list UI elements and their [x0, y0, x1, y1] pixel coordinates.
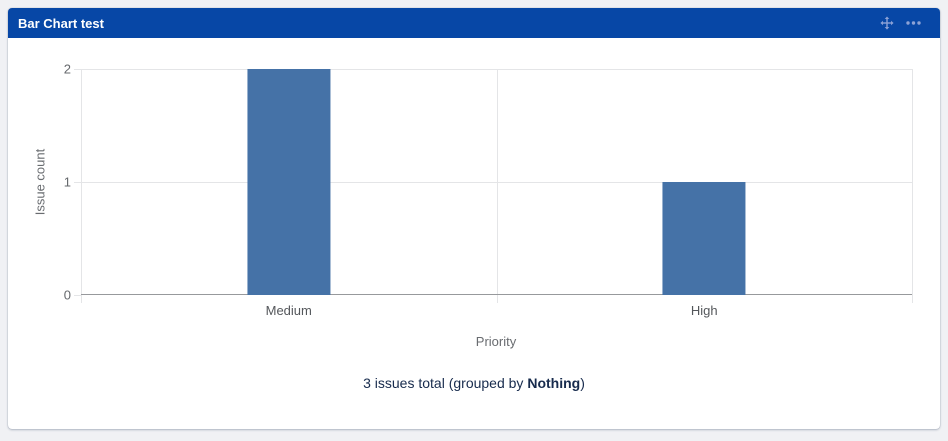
gridline — [81, 69, 82, 303]
bar-high[interactable] — [662, 182, 746, 295]
summary-text: 3 issues total (grouped by Nothing) — [8, 375, 940, 391]
gridline — [496, 69, 498, 303]
x-category-label: High — [690, 303, 718, 318]
y-axis-tick — [74, 69, 81, 70]
x-axis-line — [81, 294, 912, 295]
y-axis-tick — [74, 182, 81, 183]
y-axis-title: Issue count — [32, 148, 48, 216]
x-axis-title: Priority — [475, 334, 517, 349]
y-tick-label: 0 — [63, 287, 71, 303]
y-tick-label: 1 — [63, 174, 71, 190]
gadget-header-actions — [880, 16, 922, 30]
bar-chart-plot-area: 0 1 2 Medium High — [64, 63, 913, 317]
bar-medium[interactable] — [247, 69, 331, 295]
x-category-label: Medium — [265, 303, 312, 318]
more-options-icon[interactable] — [905, 16, 922, 30]
gadget-header: Bar Chart test — [8, 8, 940, 38]
gridline — [912, 69, 913, 303]
summary-text-before: 3 issues total (grouped by — [363, 375, 528, 391]
y-tick-label: 2 — [63, 61, 71, 77]
y-axis-tick — [74, 295, 81, 296]
summary-text-after: ) — [580, 375, 585, 391]
move-icon[interactable] — [880, 16, 894, 30]
gadget-title: Bar Chart test — [18, 15, 104, 31]
summary-group-name: Nothing — [527, 375, 581, 391]
bar-chart-gadget: Bar Chart test — [8, 8, 940, 429]
